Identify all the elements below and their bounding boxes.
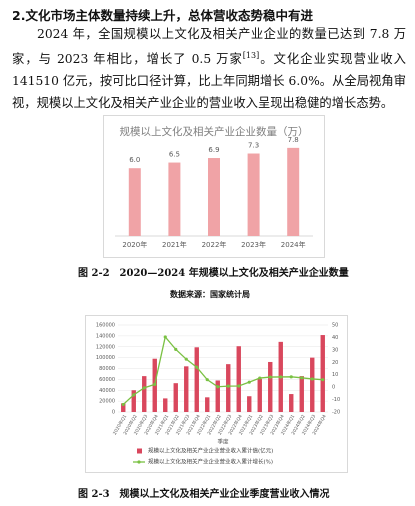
- line: [122, 335, 323, 405]
- y2-tick-label: 0: [332, 385, 335, 391]
- x-tick-label: 2023年: [241, 240, 266, 249]
- y-tick-label: 60000: [99, 377, 115, 383]
- bar: [215, 380, 220, 412]
- line-marker: [184, 357, 188, 361]
- bar: [121, 403, 126, 412]
- bar: [131, 390, 136, 412]
- x-tick-label: 2021年: [162, 240, 187, 249]
- y-tick-label: 140000: [96, 333, 115, 339]
- bar: [247, 153, 260, 236]
- x-tick-label: 2022年: [202, 240, 227, 249]
- bar: [320, 335, 325, 412]
- line-marker: [195, 365, 199, 369]
- y2-tick-label: -20: [332, 410, 340, 416]
- caption: 图 2-3 规模以上文化及相关产业企业季度营业收入情况: [78, 489, 330, 500]
- chart: 0 20000 40000 60000 80000 100000 120000 140000 1…: [85, 315, 348, 473]
- y-tick-label: 40000: [99, 388, 115, 394]
- line-marker: [279, 375, 283, 379]
- paragraph: 2024 年，全国规模以上文化及相关产业企业的数量已达到 7.8 万家，与 20…: [12, 23, 406, 114]
- bar: [289, 394, 294, 412]
- bar: [184, 366, 189, 412]
- legend-label: 规模以上文化及相关产业企业营业收入累计值(亿元): [148, 447, 273, 455]
- y-tick-label: 120000: [96, 344, 115, 350]
- bar: [268, 361, 273, 412]
- line-marker: [142, 386, 146, 390]
- line-marker: [268, 375, 272, 379]
- bar: [257, 378, 262, 412]
- bar: [247, 396, 252, 412]
- line-marker: [121, 402, 125, 407]
- y2-tick-label: -10: [332, 397, 340, 403]
- bar: [173, 383, 178, 412]
- bar: [310, 357, 315, 412]
- y-tick-label: 160000: [96, 323, 115, 329]
- legend-label: 规模以上文化及相关产业企业营业收入累计增长(%): [148, 458, 273, 466]
- y2-tick-label: 10: [332, 372, 338, 378]
- line-marker: [226, 384, 230, 388]
- bar: [142, 376, 147, 412]
- heading: 2.文化市场主体数量持续上升，总体营收态势稳中有进: [12, 8, 313, 23]
- line-marker: [205, 378, 209, 382]
- y2-tick-label: 30: [332, 347, 338, 353]
- line-marker: [258, 376, 262, 380]
- chart: 规模以上文化及相关产业企业数量（万） 6.0 2020年 6.5 2021年 6.9 202…: [103, 115, 325, 258]
- y2-tick-label: 40: [332, 335, 338, 341]
- y-tick-label: 20000: [99, 399, 115, 405]
- line-marker: [163, 335, 167, 339]
- line-marker: [237, 384, 241, 388]
- bar: [194, 347, 199, 412]
- text: 2024 年，全国规模以上文化及相关产业企业的数量已达到 7.8 万家，与 20…: [12, 27, 406, 67]
- line-marker: [153, 382, 157, 387]
- bar: [205, 397, 210, 412]
- line-marker: [174, 347, 178, 351]
- line-marker: [310, 377, 314, 381]
- line-marker: [132, 393, 136, 397]
- line-marker: [247, 380, 251, 384]
- x-tick-label: 2024年: [281, 240, 306, 249]
- line-marker: [216, 385, 220, 389]
- line-marker: [321, 378, 325, 382]
- value-label: 6.5: [169, 151, 180, 159]
- y2-tick-label: 50: [332, 323, 338, 329]
- y2-tick-label: 20: [332, 360, 338, 366]
- chart-title: 规模以上文化及相关产业企业数量（万）: [120, 125, 309, 138]
- bar: [208, 158, 220, 236]
- x-axis-title: 季度: [217, 438, 229, 446]
- value-label: 7.3: [248, 142, 259, 150]
- bar: [128, 168, 141, 236]
- x-tick-label: 2020年: [122, 240, 147, 249]
- y-tick-label: 100000: [96, 355, 115, 361]
- bar: [226, 364, 231, 412]
- legend-swatch: [137, 448, 142, 454]
- bar: [287, 147, 300, 236]
- value-label: 6.9: [208, 146, 219, 154]
- source: 数据来源：国家统计局: [170, 289, 250, 299]
- bar: [163, 398, 168, 412]
- value-label: 7.8: [288, 136, 299, 144]
- text: 。文化企业实现营业收入 141510 亿元，按可比口径计算，比上年同期增长 6.…: [12, 52, 406, 111]
- caption: 图 2-2 2020—2024 年规模以上文化及相关产业企业数量: [78, 268, 349, 279]
- bar: [236, 346, 241, 412]
- y-tick-label: 0: [112, 410, 115, 416]
- y-tick-label: 80000: [99, 366, 115, 372]
- bar: [168, 162, 181, 236]
- bar: [299, 376, 304, 412]
- citation: [13]: [242, 51, 260, 60]
- line-marker: [289, 375, 293, 379]
- legend-swatch: [137, 460, 141, 464]
- line-marker: [300, 376, 304, 380]
- value-label: 6.0: [129, 156, 140, 164]
